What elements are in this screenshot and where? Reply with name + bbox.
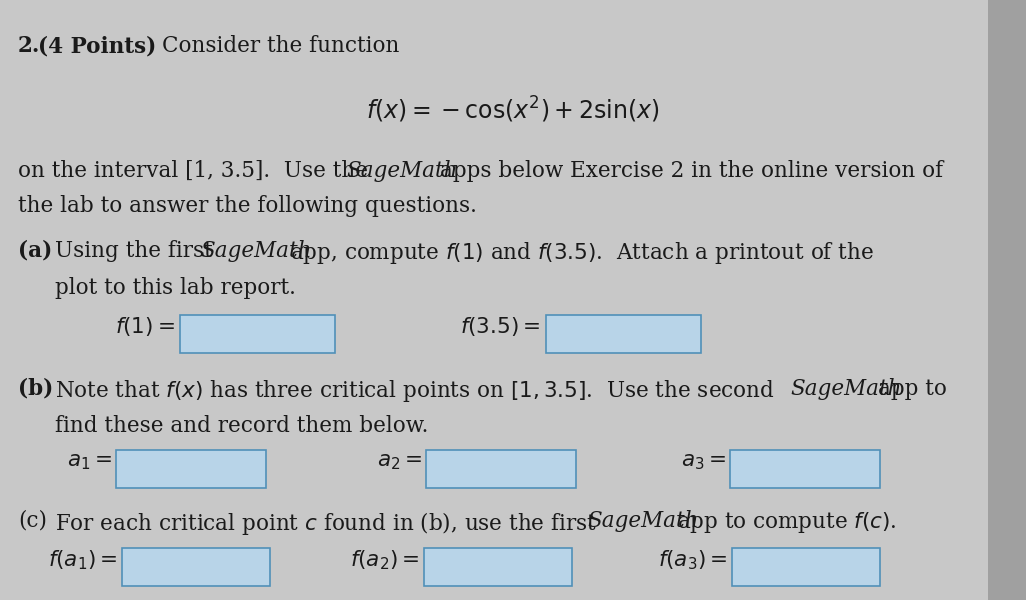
Text: (b): (b): [18, 378, 53, 400]
Text: Consider the function: Consider the function: [162, 35, 399, 57]
Bar: [122, 548, 270, 586]
Text: $f(a_2) =$: $f(a_2) =$: [350, 548, 420, 572]
Text: 2.: 2.: [18, 35, 40, 57]
Text: $a_1 =$: $a_1 =$: [67, 450, 112, 472]
Text: SageMath: SageMath: [587, 510, 699, 532]
Text: $f(1) =$: $f(1) =$: [115, 315, 175, 338]
Text: (c): (c): [18, 510, 47, 532]
Text: $a_2 =$: $a_2 =$: [377, 450, 422, 472]
Text: $f(a_1) =$: $f(a_1) =$: [48, 548, 118, 572]
Text: plot to this lab report.: plot to this lab report.: [55, 277, 295, 299]
Text: $f(a_3) =$: $f(a_3) =$: [659, 548, 728, 572]
Text: SageMath: SageMath: [200, 240, 312, 262]
Text: on the interval [1, 3.5].  Use the: on the interval [1, 3.5]. Use the: [18, 160, 368, 182]
Bar: [731, 450, 880, 488]
Text: find these and record them below.: find these and record them below.: [55, 415, 429, 437]
Text: the lab to answer the following questions.: the lab to answer the following question…: [18, 195, 477, 217]
Text: SageMath: SageMath: [346, 160, 458, 182]
Text: app to compute $f(c)$.: app to compute $f(c)$.: [677, 510, 897, 535]
Bar: [988, 0, 1026, 600]
Text: app to: app to: [878, 378, 947, 400]
Text: app, compute $f(1)$ and $f(3.5)$.  Attach a printout of the: app, compute $f(1)$ and $f(3.5)$. Attach…: [290, 240, 874, 266]
Text: For each critical point $c$ found in (b), use the first: For each critical point $c$ found in (b)…: [55, 510, 597, 537]
Bar: [732, 548, 880, 586]
Bar: [546, 315, 701, 353]
Text: (4 Points): (4 Points): [38, 35, 156, 57]
Text: $a_3 =$: $a_3 =$: [680, 450, 726, 472]
Text: $f(x) = -\cos(x^2) + 2\sin(x)$: $f(x) = -\cos(x^2) + 2\sin(x)$: [366, 95, 660, 125]
Bar: [180, 315, 336, 353]
Text: $f(3.5) =$: $f(3.5) =$: [460, 315, 540, 338]
Bar: [426, 450, 576, 488]
Text: SageMath: SageMath: [790, 378, 902, 400]
Text: Note that $f(x)$ has three critical points on $[1, 3.5]$.  Use the second: Note that $f(x)$ has three critical poin…: [55, 378, 775, 404]
Bar: [424, 548, 573, 586]
Text: apps below Exercise 2 in the online version of: apps below Exercise 2 in the online vers…: [440, 160, 943, 182]
Text: (a): (a): [18, 240, 52, 262]
Text: Using the first: Using the first: [55, 240, 212, 262]
Bar: [116, 450, 266, 488]
